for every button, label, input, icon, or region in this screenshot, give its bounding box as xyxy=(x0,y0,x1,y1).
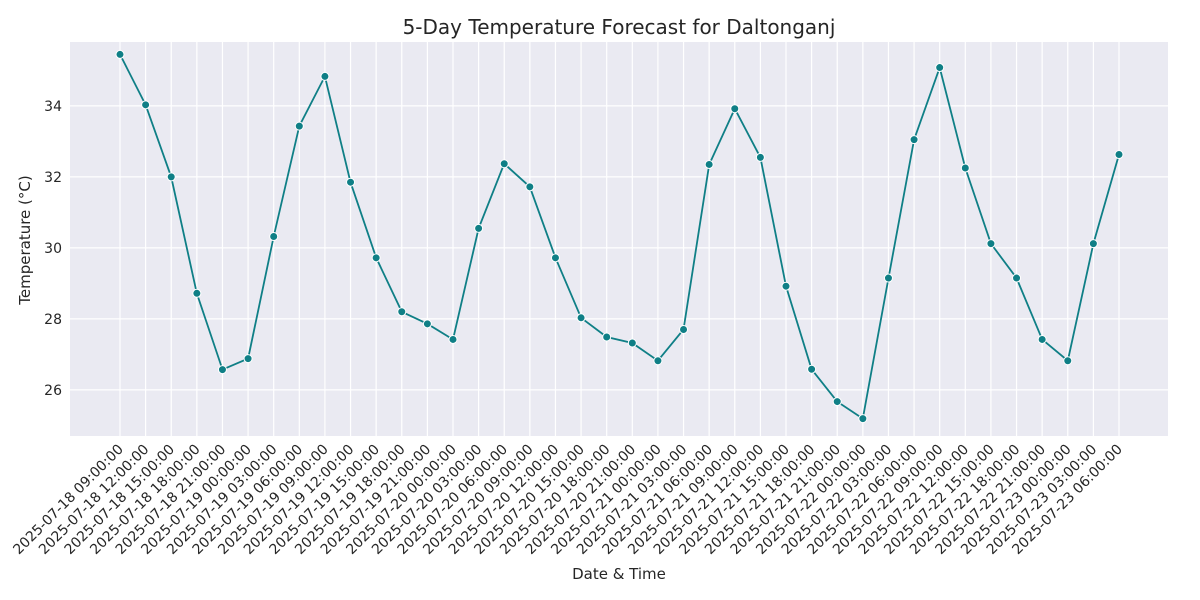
data-point xyxy=(704,159,714,169)
data-point xyxy=(550,253,560,263)
data-point xyxy=(1037,334,1047,344)
data-point xyxy=(781,281,791,291)
y-tick-label: 26 xyxy=(44,383,62,399)
plot-area xyxy=(70,42,1168,436)
data-point xyxy=(935,63,945,73)
data-point xyxy=(755,152,765,162)
y-axis-label: Temperature (°C) xyxy=(16,175,34,305)
data-point xyxy=(832,397,842,407)
y-tick-label: 32 xyxy=(44,170,62,186)
data-point xyxy=(448,334,458,344)
data-point xyxy=(320,71,330,81)
data-point xyxy=(294,121,304,131)
data-point xyxy=(1012,273,1022,283)
data-point xyxy=(243,354,253,364)
data-point xyxy=(141,100,151,110)
data-point xyxy=(192,288,202,298)
data-point xyxy=(653,356,663,366)
data-point xyxy=(422,319,432,329)
data-point xyxy=(525,182,535,192)
series-line xyxy=(119,53,1120,421)
data-point xyxy=(1114,150,1124,160)
y-tick-label: 30 xyxy=(44,241,62,257)
data-point xyxy=(499,159,509,169)
data-point xyxy=(474,223,484,233)
data-point xyxy=(883,273,893,283)
x-axis-label: Date & Time xyxy=(572,565,666,583)
data-point xyxy=(858,414,868,424)
data-point xyxy=(960,163,970,173)
data-point xyxy=(217,365,227,375)
data-points xyxy=(115,49,1124,424)
data-point xyxy=(730,104,740,114)
chart-title: 5-Day Temperature Forecast for Daltongan… xyxy=(403,15,836,39)
data-point xyxy=(576,313,586,323)
data-point xyxy=(627,338,637,348)
data-point xyxy=(346,177,356,187)
y-axis-ticks: 26 28 30 32 34 xyxy=(44,99,62,399)
data-point xyxy=(602,332,612,342)
data-point xyxy=(807,364,817,374)
data-point xyxy=(909,135,919,145)
data-point xyxy=(397,307,407,317)
grid xyxy=(70,42,1168,436)
data-point xyxy=(986,239,996,249)
data-point xyxy=(679,325,689,335)
data-point xyxy=(166,172,176,182)
data-point xyxy=(269,232,279,242)
y-tick-label: 28 xyxy=(44,312,62,328)
data-point xyxy=(1063,356,1073,366)
data-point xyxy=(1088,239,1098,249)
data-point xyxy=(115,49,125,59)
data-point xyxy=(371,253,381,263)
y-tick-label: 34 xyxy=(44,99,62,115)
